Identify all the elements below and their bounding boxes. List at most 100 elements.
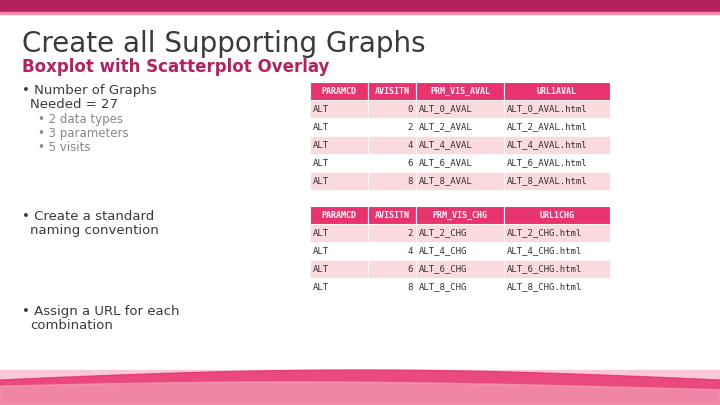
Text: ALT: ALT	[313, 177, 329, 185]
Bar	[504, 82, 610, 100]
Text: AVISITN: AVISITN	[374, 211, 410, 220]
Polygon shape	[0, 382, 720, 405]
Text: 8: 8	[408, 283, 413, 292]
Text: ALT: ALT	[313, 122, 329, 132]
Text: 2: 2	[408, 228, 413, 237]
Bar	[416, 278, 504, 296]
Bar	[416, 100, 504, 118]
Bar	[416, 118, 504, 136]
Text: ALT: ALT	[313, 141, 329, 149]
Text: ALT_2_CHG.html: ALT_2_CHG.html	[507, 228, 582, 237]
Text: ALT_4_AVAL: ALT_4_AVAL	[419, 141, 473, 149]
Bar	[368, 242, 416, 260]
Text: AVISITN: AVISITN	[374, 87, 410, 96]
Text: ALT_6_CHG: ALT_6_CHG	[419, 264, 467, 273]
Text: PARAMCD: PARAMCD	[322, 87, 356, 96]
Text: • Number of Graphs: • Number of Graphs	[22, 84, 157, 97]
Text: ALT: ALT	[313, 158, 329, 168]
Bar	[310, 172, 368, 190]
Text: PARAMCD: PARAMCD	[322, 211, 356, 220]
Text: Create all Supporting Graphs: Create all Supporting Graphs	[22, 30, 426, 58]
Bar	[310, 260, 368, 278]
Bar	[504, 154, 610, 172]
Text: ALT_6_AVAL: ALT_6_AVAL	[419, 158, 473, 168]
Text: • 3 parameters: • 3 parameters	[38, 127, 129, 140]
Bar	[416, 206, 504, 224]
Bar	[0, 12, 720, 14]
Text: ALT_0_AVAL.html: ALT_0_AVAL.html	[507, 104, 588, 113]
Bar	[416, 260, 504, 278]
Text: ALT_2_AVAL.html: ALT_2_AVAL.html	[507, 122, 588, 132]
Text: • 5 visits: • 5 visits	[38, 141, 91, 154]
Text: • 2 data types: • 2 data types	[38, 113, 123, 126]
Text: ALT_6_AVAL.html: ALT_6_AVAL.html	[507, 158, 588, 168]
Bar	[504, 260, 610, 278]
Text: ALT_8_AVAL: ALT_8_AVAL	[419, 177, 473, 185]
Bar	[368, 118, 416, 136]
Bar	[368, 100, 416, 118]
Text: 8: 8	[408, 177, 413, 185]
Bar	[416, 136, 504, 154]
Text: 2: 2	[408, 122, 413, 132]
Bar	[368, 172, 416, 190]
Text: Needed = 27: Needed = 27	[30, 98, 118, 111]
Bar	[310, 278, 368, 296]
Bar	[310, 118, 368, 136]
Text: combination: combination	[30, 319, 113, 332]
Bar	[416, 242, 504, 260]
Text: ALT: ALT	[313, 247, 329, 256]
Text: URL1AVAL: URL1AVAL	[537, 87, 577, 96]
Bar	[416, 154, 504, 172]
Text: PRM_VIS_AVAL: PRM_VIS_AVAL	[430, 86, 490, 96]
Text: ALT_2_AVAL: ALT_2_AVAL	[419, 122, 473, 132]
Bar	[368, 82, 416, 100]
Bar	[310, 136, 368, 154]
Text: naming convention: naming convention	[30, 224, 158, 237]
Bar	[504, 100, 610, 118]
Bar	[368, 278, 416, 296]
Text: 6: 6	[408, 264, 413, 273]
Bar	[416, 82, 504, 100]
Text: ALT_6_CHG.html: ALT_6_CHG.html	[507, 264, 582, 273]
Bar	[504, 172, 610, 190]
Text: 6: 6	[408, 158, 413, 168]
Bar	[310, 224, 368, 242]
Bar	[310, 82, 368, 100]
Bar	[310, 100, 368, 118]
Text: • Create a standard: • Create a standard	[22, 210, 154, 223]
Text: • Assign a URL for each: • Assign a URL for each	[22, 305, 179, 318]
Text: ALT_8_AVAL.html: ALT_8_AVAL.html	[507, 177, 588, 185]
Bar	[504, 118, 610, 136]
Text: ALT_8_CHG: ALT_8_CHG	[419, 283, 467, 292]
Text: ALT: ALT	[313, 283, 329, 292]
Text: ALT_0_AVAL: ALT_0_AVAL	[419, 104, 473, 113]
Bar	[0, 370, 720, 405]
Text: 4: 4	[408, 247, 413, 256]
Bar	[368, 260, 416, 278]
Bar	[504, 136, 610, 154]
Text: ALT_4_AVAL.html: ALT_4_AVAL.html	[507, 141, 588, 149]
Bar	[368, 136, 416, 154]
Text: ALT_4_CHG: ALT_4_CHG	[419, 247, 467, 256]
Text: ALT: ALT	[313, 264, 329, 273]
Bar	[310, 206, 368, 224]
Text: 4: 4	[408, 141, 413, 149]
Bar	[0, 0, 720, 12]
Bar	[416, 172, 504, 190]
Text: Boxplot with Scatterplot Overlay: Boxplot with Scatterplot Overlay	[22, 58, 329, 76]
Bar	[504, 242, 610, 260]
Bar	[368, 154, 416, 172]
Text: URL1CHG: URL1CHG	[539, 211, 575, 220]
Text: ALT: ALT	[313, 104, 329, 113]
Bar	[504, 278, 610, 296]
Bar	[310, 154, 368, 172]
Text: 0: 0	[408, 104, 413, 113]
Bar	[368, 206, 416, 224]
Text: ALT: ALT	[313, 228, 329, 237]
Bar	[504, 206, 610, 224]
Bar	[416, 224, 504, 242]
Text: PRM_VIS_CHG: PRM_VIS_CHG	[433, 211, 487, 220]
Bar	[310, 242, 368, 260]
Text: ALT_8_CHG.html: ALT_8_CHG.html	[507, 283, 582, 292]
Text: ALT_2_CHG: ALT_2_CHG	[419, 228, 467, 237]
